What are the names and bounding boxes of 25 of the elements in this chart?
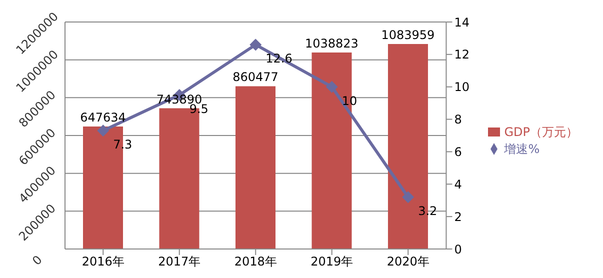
y2-tick-label: 8 bbox=[454, 112, 462, 127]
x-tick-label: 2019年 bbox=[310, 254, 354, 269]
y2-tick-label: 0 bbox=[454, 242, 462, 256]
point bbox=[402, 191, 414, 204]
data-label: 860477 bbox=[232, 70, 278, 84]
data-label: 1083959 bbox=[381, 28, 435, 42]
y2-tick-label: 12 bbox=[454, 48, 470, 62]
data-label: 1038823 bbox=[305, 36, 358, 50]
y2-tick-label: 6 bbox=[454, 144, 462, 159]
data-label: 3.2 bbox=[418, 204, 438, 218]
y2-tick-label: 4 bbox=[454, 177, 462, 192]
x-tick-label: 2018年 bbox=[234, 254, 277, 269]
legend-label: GDP（万元） bbox=[504, 124, 578, 138]
point bbox=[326, 80, 338, 93]
legend-label: 增速% bbox=[504, 142, 540, 156]
data-label: 647634 bbox=[80, 110, 126, 124]
point bbox=[250, 38, 262, 51]
point bbox=[97, 124, 110, 137]
y-tick-label: 0 bbox=[30, 252, 45, 268]
y2-tick-label: 14 bbox=[454, 15, 470, 30]
x-tick-label: 2017年 bbox=[158, 254, 201, 269]
x-tick-label: 2016年 bbox=[82, 254, 124, 269]
y2-tick-label: 2 bbox=[454, 210, 462, 224]
y2-tick-label: 10 bbox=[454, 80, 470, 94]
x-tick-label: 2020年 bbox=[386, 254, 430, 269]
